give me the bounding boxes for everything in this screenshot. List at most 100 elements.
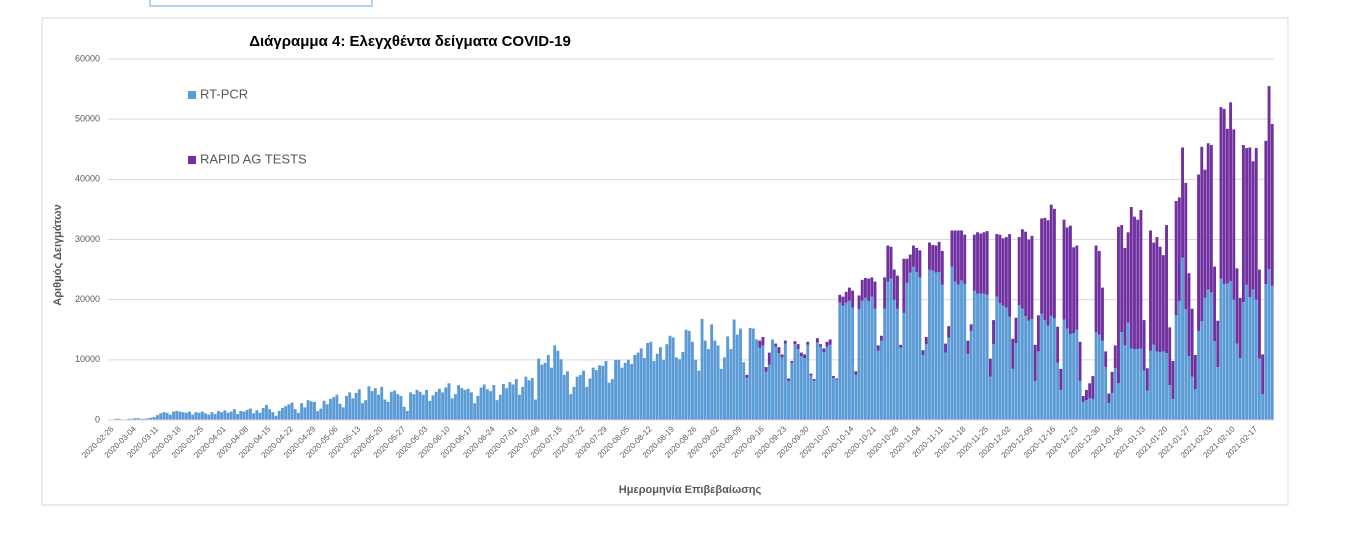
bar-segment: [178, 411, 182, 420]
bar-segment: [851, 307, 855, 420]
bar-segment: [1104, 351, 1108, 368]
bar-segment: [844, 302, 848, 420]
bar-segment: [867, 300, 871, 420]
bar-segment: [373, 388, 377, 420]
bar-segment: [505, 388, 509, 420]
bar-segment: [956, 284, 960, 420]
legend-swatch: [188, 91, 196, 99]
bar-segment: [485, 389, 489, 420]
legend-label: RAPID AG TESTS: [200, 151, 307, 166]
bar-segment: [828, 344, 832, 420]
bar-segment: [1117, 226, 1120, 384]
bar-segment: [207, 414, 211, 420]
bar-segment: [389, 391, 393, 420]
bar-segment: [1036, 315, 1040, 352]
bar-segment: [969, 324, 973, 331]
bar-segment: [847, 287, 851, 301]
bar-segment: [716, 345, 720, 420]
bar-segment: [562, 374, 566, 420]
bar-segment: [860, 279, 864, 301]
bar-segment: [947, 326, 951, 338]
bar-segment: [617, 359, 621, 420]
bar-segment: [268, 409, 272, 420]
bar-segment: [412, 394, 416, 420]
bar-segment: [1203, 297, 1207, 420]
bar-segment: [966, 353, 970, 420]
bar-segment: [1177, 197, 1181, 301]
bar-segment: [719, 368, 723, 420]
bar-segment: [569, 394, 573, 420]
bar-segment: [1033, 344, 1037, 381]
bar-segment: [803, 354, 806, 359]
bar-segment: [367, 386, 371, 420]
bar-segment: [1213, 266, 1217, 342]
bar-segment: [303, 407, 307, 420]
bar-segment: [1008, 316, 1012, 420]
y-tick-label: 20000: [75, 294, 100, 304]
bar-segment: [543, 362, 547, 420]
bar-segment: [1101, 287, 1104, 341]
bar-segment: [799, 352, 803, 357]
bar-segment: [790, 361, 794, 363]
bar-segment: [1101, 340, 1104, 420]
textbox-fragment: [149, 0, 373, 7]
bar-segment: [335, 394, 339, 420]
bar-segment: [1203, 169, 1207, 298]
bar-segment: [1261, 394, 1265, 420]
bar-segment: [620, 367, 624, 420]
bar-segment: [1229, 102, 1233, 282]
bar-segment: [460, 388, 464, 420]
bar-segment: [639, 348, 643, 420]
bar-segment: [380, 386, 384, 420]
bar-segment: [1177, 300, 1181, 420]
bar-segment: [847, 300, 851, 420]
bar-segment: [889, 246, 893, 279]
bar-segment: [960, 280, 963, 420]
bar-segment: [264, 404, 268, 420]
bar-segment: [844, 291, 848, 303]
bar-segment: [870, 277, 874, 297]
bar-segment: [944, 352, 947, 420]
bar-segment: [1014, 317, 1018, 343]
bar-segment: [1085, 400, 1088, 420]
bar-segment: [537, 358, 541, 420]
bar-segment: [1043, 217, 1047, 321]
bar-segment: [1088, 398, 1092, 420]
bar-segment: [1056, 326, 1060, 363]
bar-segment: [550, 367, 553, 420]
bar-segment: [1081, 395, 1085, 402]
bar-segment: [863, 278, 867, 298]
bar-segment: [1008, 234, 1012, 317]
bar-segment: [518, 394, 521, 420]
bar-segment: [1139, 348, 1143, 420]
bar-segment: [1168, 385, 1172, 420]
bar-segment: [261, 407, 265, 420]
bar-segment: [796, 349, 800, 420]
bar-segment: [1222, 108, 1226, 285]
bar-segment: [972, 234, 976, 291]
bar-segment: [796, 344, 800, 350]
bar-segment: [1229, 281, 1233, 420]
bar-segment: [1181, 257, 1184, 420]
bar-segment: [457, 385, 461, 420]
bar-segment: [1110, 371, 1114, 393]
bar-segment: [937, 271, 941, 420]
bar-segment: [777, 353, 781, 420]
bar-segment: [812, 379, 816, 381]
bar-segment: [453, 394, 457, 420]
bar-segment: [674, 357, 678, 420]
bar-segment: [831, 377, 835, 420]
bar-segment: [1117, 383, 1120, 420]
bar-segment: [1267, 86, 1271, 269]
bar-segment: [1030, 318, 1034, 420]
bar-segment: [428, 400, 432, 420]
bar-segment: [300, 403, 304, 420]
bar-segment: [815, 338, 819, 343]
bar-segment: [498, 394, 502, 420]
bar-segment: [1254, 148, 1258, 300]
bar-segment: [316, 410, 320, 420]
bar-segment: [530, 377, 534, 420]
bar-segment: [1238, 297, 1242, 359]
bar-segment: [1049, 315, 1053, 420]
bar-segment: [1222, 284, 1226, 420]
